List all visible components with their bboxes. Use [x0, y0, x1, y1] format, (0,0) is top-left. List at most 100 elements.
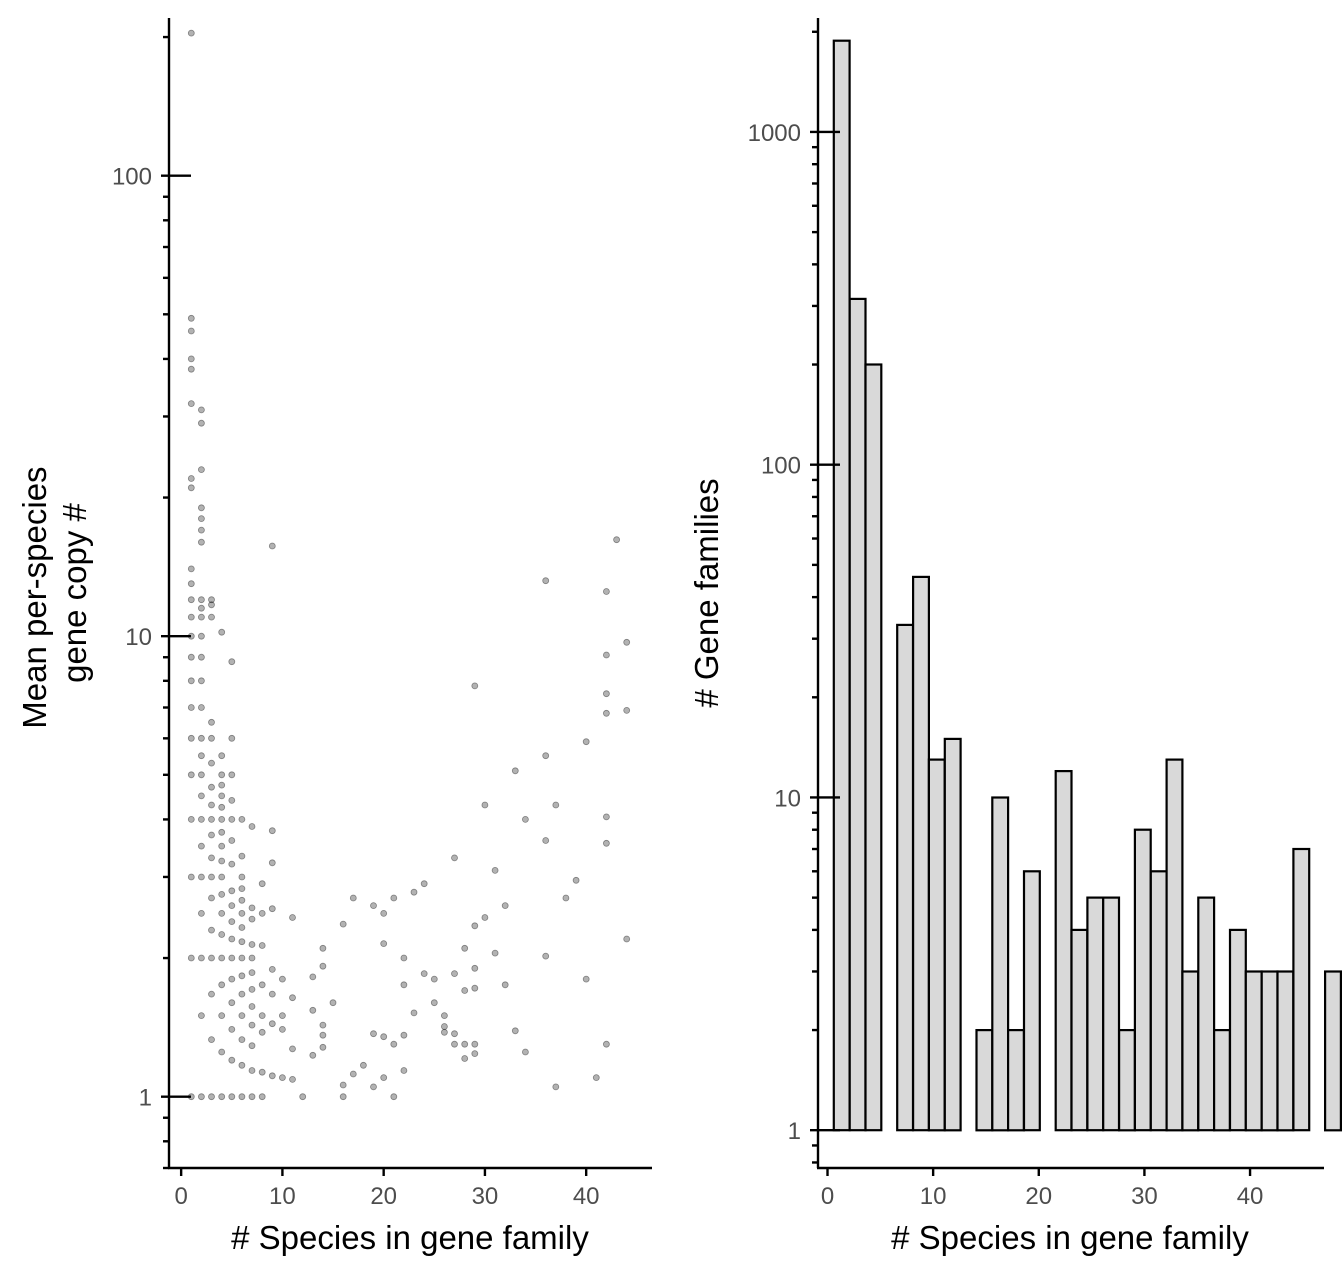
scatter-point [218, 771, 226, 779]
scatter-point [390, 1040, 398, 1048]
scatter-point [542, 577, 550, 585]
scatter-point [542, 752, 550, 760]
scatter-point [248, 941, 256, 948]
scatter-point [481, 801, 489, 809]
scatter-point [228, 975, 236, 983]
scatter-point [197, 842, 205, 850]
scatter-point [359, 1061, 367, 1069]
scatter-point [501, 902, 509, 909]
histogram-bar [975, 1028, 994, 1132]
scatter-point [218, 981, 226, 989]
scatter-point [238, 1093, 246, 1101]
scatter-point [208, 613, 215, 621]
scatter-point [380, 940, 388, 947]
scatter-point [218, 628, 226, 636]
scatter-point [400, 981, 408, 989]
scatter-point [197, 771, 205, 779]
histogram-bar [1133, 828, 1152, 1132]
scatter-point [218, 842, 226, 850]
scatter-point [572, 876, 580, 884]
scatter-point [471, 682, 479, 690]
scatter-x-tick-label: 10 [269, 1183, 296, 1210]
scatter-point [218, 1048, 226, 1056]
scatter-point [197, 515, 205, 522]
histogram-x-tick-label: 0 [821, 1183, 834, 1210]
scatter-point [268, 542, 276, 550]
scatter-point [238, 990, 246, 998]
scatter-point [289, 1045, 296, 1053]
scatter-point [268, 990, 276, 998]
scatter-point [309, 973, 317, 981]
scatter-point [623, 707, 631, 714]
scatter-x-tick-label: 40 [573, 1183, 600, 1210]
scatter-point [187, 653, 195, 661]
scatter-point [268, 1020, 276, 1028]
scatter-point [218, 891, 226, 898]
scatter-point [603, 1040, 610, 1048]
scatter-point [197, 704, 205, 711]
scatter-point [238, 1061, 246, 1069]
scatter-point [522, 1048, 529, 1056]
scatter-point [238, 972, 246, 980]
scatter-point [248, 904, 256, 912]
scatter-point [187, 565, 195, 573]
scatter-x-tick-label: 30 [472, 1183, 499, 1210]
scatter-point [197, 604, 205, 612]
scatter-point [228, 816, 236, 823]
scatter-point [208, 954, 215, 962]
histogram-bar [848, 297, 867, 1132]
scatter-point [197, 873, 205, 881]
scatter-point [197, 419, 205, 427]
scatter-x-tick-label: 20 [370, 1183, 397, 1210]
scatter-point [187, 613, 195, 621]
scatter-point [380, 910, 388, 917]
scatter-point [258, 1012, 266, 1019]
scatter-point [187, 365, 195, 373]
scatter-point [451, 970, 458, 977]
scatter-point [511, 1027, 519, 1035]
scatter-point [268, 1072, 276, 1080]
scatter-point [603, 839, 610, 847]
scatter-point [623, 935, 631, 943]
histogram-bar [1181, 970, 1200, 1132]
scatter-point [218, 1012, 226, 1019]
scatter-point [197, 677, 205, 685]
scatter-point [197, 910, 205, 917]
scatter-point [258, 1068, 266, 1076]
scatter-point [339, 1081, 347, 1089]
scatter-point [430, 999, 438, 1007]
scatter-point [370, 1030, 377, 1038]
scatter-point [197, 504, 205, 512]
scatter-point [228, 954, 236, 962]
histogram-bar [1070, 928, 1089, 1132]
scatter-point [238, 938, 246, 946]
scatter-point [603, 813, 610, 821]
scatter-point [410, 888, 418, 896]
histogram-bar [1260, 970, 1279, 1132]
scatter-point [430, 975, 438, 983]
scatter-point [197, 954, 205, 962]
scatter-point [248, 1042, 256, 1050]
histogram-y-axis-title: # Gene families [688, 478, 725, 707]
scatter-point [248, 915, 256, 923]
scatter-point [339, 920, 347, 928]
scatter-y-ticks: 1 10 100 [112, 35, 191, 1170]
scatter-point [197, 613, 205, 621]
scatter-point [228, 999, 236, 1007]
scatter-point [268, 827, 276, 835]
histogram-bar [864, 363, 883, 1132]
histogram-bar [896, 623, 915, 1132]
scatter-point [319, 1021, 327, 1029]
histogram-x-axis-title: # Species in gene family [891, 1219, 1249, 1256]
histogram-y-tick-label: 10 [774, 785, 801, 812]
scatter-point [187, 29, 195, 37]
scatter-point [552, 1083, 560, 1091]
scatter-point [238, 852, 246, 860]
scatter-point [208, 801, 215, 809]
scatter-point [461, 1040, 469, 1048]
scatter-point [420, 880, 428, 888]
scatter-point [228, 734, 236, 742]
histogram-y-ticks: 1 10 100 1000 [748, 30, 840, 1164]
scatter-point [289, 1076, 296, 1083]
scatter-point [278, 975, 286, 983]
